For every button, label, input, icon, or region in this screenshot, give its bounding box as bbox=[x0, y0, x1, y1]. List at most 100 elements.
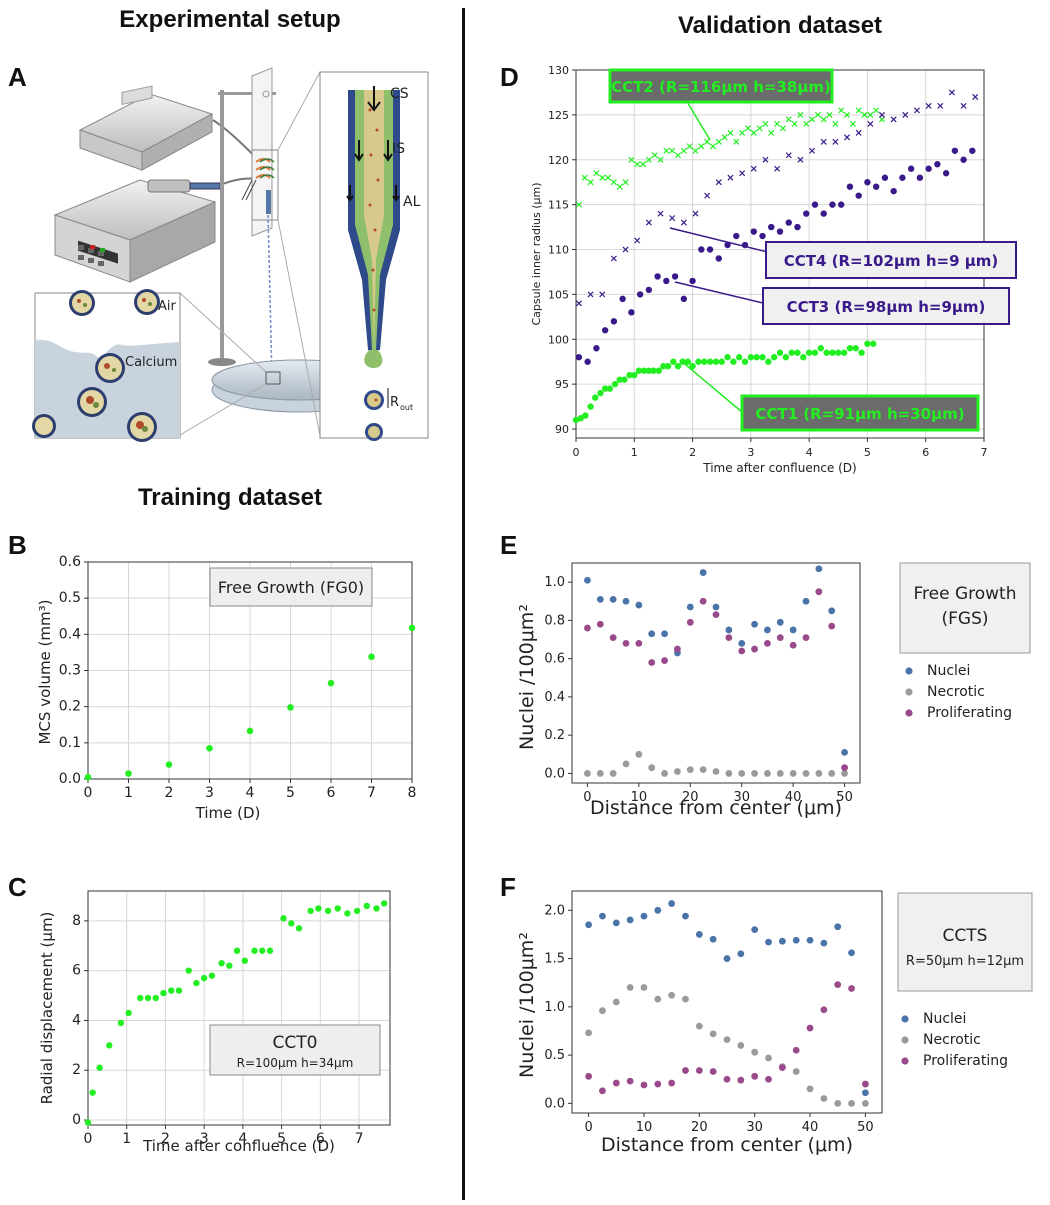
data-point-necrotic bbox=[861, 1099, 869, 1107]
x-tick-label: 30 bbox=[733, 790, 750, 805]
data-point-cct1-r-91-m-h-30-m- bbox=[626, 371, 633, 379]
data-point-proliferating bbox=[802, 634, 810, 642]
data-point-series bbox=[287, 704, 294, 711]
data-point-necrotic bbox=[712, 768, 720, 775]
data-point-nuclei bbox=[584, 576, 591, 584]
data-point-cct1-r-91-m-h-30-m- bbox=[765, 358, 772, 365]
pump-upper-icon bbox=[78, 85, 214, 171]
cs-label: CS bbox=[390, 86, 409, 102]
data-point-cct3-r-98-m-h-9-m- bbox=[671, 273, 679, 280]
data-point-cct4-r-102-m-h-9-m- bbox=[704, 192, 711, 199]
y-axis-label: Nuclei /100μm² bbox=[516, 604, 538, 750]
data-point-cct1-r-91-m-h-30-m- bbox=[736, 354, 743, 361]
x-ticks: 0 1 2 3 4 5 6 7 bbox=[573, 438, 988, 459]
data-point-cct3-r-98-m-h-9-m- bbox=[960, 156, 967, 163]
data-point-cct2-r-116-m-h-38-m- bbox=[605, 174, 612, 181]
data-point-series bbox=[344, 910, 351, 917]
x-tick-label: 10 bbox=[631, 790, 648, 805]
y-tick-label: 0.2 bbox=[544, 728, 565, 743]
data-point-series bbox=[152, 994, 159, 1002]
data-point-necrotic bbox=[654, 995, 662, 1003]
y-tick-label: 1.0 bbox=[544, 1000, 565, 1015]
data-point-cct1-r-91-m-h-30-m- bbox=[577, 415, 584, 422]
data-point-proliferating bbox=[585, 1072, 593, 1080]
data-point-nuclei bbox=[751, 620, 758, 628]
y-tick-label: 4 bbox=[72, 1012, 81, 1028]
data-point-series bbox=[288, 920, 295, 927]
y-tick-label: 0.1 bbox=[59, 735, 81, 751]
data-point-nuclei bbox=[612, 919, 620, 927]
data-point-cct2-r-116-m-h-38-m- bbox=[756, 125, 763, 132]
setup-title: Experimental setup bbox=[119, 6, 341, 33]
data-point-cct1-r-91-m-h-30-m- bbox=[770, 354, 778, 361]
data-point-cct2-r-116-m-h-38-m- bbox=[692, 147, 699, 154]
data-point-cct1-r-91-m-h-30-m- bbox=[640, 367, 648, 374]
x-tick-label: 3 bbox=[200, 1131, 209, 1147]
data-point-cct3-r-98-m-h-9-m- bbox=[864, 178, 871, 186]
cct1-label: CCT1 (R=91μm h=30μm) bbox=[755, 405, 964, 423]
x-tick-label: 20 bbox=[691, 1120, 708, 1135]
x-tick-label: 6 bbox=[327, 785, 336, 801]
data-point-cct3-r-98-m-h-9-m- bbox=[715, 255, 722, 262]
data-point-cct3-r-98-m-h-9-m- bbox=[969, 147, 976, 154]
data-point-cct4-r-102-m-h-9-m- bbox=[785, 152, 792, 159]
legend-marker-proliferating bbox=[901, 1057, 909, 1065]
data-point-necrotic bbox=[792, 1068, 800, 1075]
data-point-cct4-r-102-m-h-9-m- bbox=[972, 93, 979, 100]
data-point-cct2-r-116-m-h-38-m- bbox=[849, 120, 856, 127]
legend-label-nuclei: Nuclei bbox=[927, 663, 970, 679]
data-point-necrotic bbox=[841, 770, 848, 777]
data-point-proliferating bbox=[815, 588, 823, 596]
data-point-proliferating bbox=[725, 634, 733, 642]
x-tick-label: 1 bbox=[631, 446, 638, 459]
data-point-cct2-r-116-m-h-38-m- bbox=[785, 116, 792, 123]
data-point-cct4-r-102-m-h-9-m- bbox=[774, 165, 781, 172]
data-point-necrotic bbox=[820, 1095, 828, 1102]
y-tick-label: 0.5 bbox=[59, 590, 81, 606]
data-point-series bbox=[84, 1119, 92, 1126]
data-point-nuclei bbox=[723, 955, 731, 962]
y-tick-label: 0.2 bbox=[59, 699, 81, 715]
validation-title: Validation dataset bbox=[677, 12, 883, 39]
x-axis-label: Time after confluence (D) bbox=[702, 461, 856, 475]
data-point-cct4-r-102-m-h-9-m- bbox=[832, 138, 839, 145]
x-tick-label: 4 bbox=[238, 1131, 247, 1147]
y-tick-label: 115 bbox=[548, 199, 569, 212]
data-point-cct2-r-116-m-h-38-m- bbox=[844, 111, 851, 118]
data-point-cct2-r-116-m-h-38-m- bbox=[750, 129, 757, 136]
rout-label: R bbox=[390, 395, 399, 410]
data-point-cct2-r-116-m-h-38-m- bbox=[768, 129, 775, 136]
data-point-cct2-r-116-m-h-38-m- bbox=[640, 161, 647, 168]
data-point-cct4-r-102-m-h-9-m- bbox=[575, 300, 582, 307]
data-point-necrotic bbox=[834, 1099, 842, 1107]
data-point-necrotic bbox=[585, 1029, 593, 1037]
data-point-cct1-r-91-m-h-30-m- bbox=[858, 349, 865, 356]
data-point-proliferating bbox=[686, 618, 694, 626]
data-point-cct2-r-116-m-h-38-m- bbox=[873, 107, 880, 114]
y-tick-label: 2 bbox=[72, 1062, 81, 1078]
data-point-cct2-r-116-m-h-38-m- bbox=[704, 138, 711, 145]
data-point-series bbox=[168, 987, 175, 994]
y-tick-label: 0.4 bbox=[544, 690, 565, 705]
data-point-necrotic bbox=[695, 1022, 703, 1030]
data-point-proliferating bbox=[668, 1079, 676, 1087]
data-point-necrotic bbox=[668, 991, 676, 999]
data-point-proliferating bbox=[626, 1077, 634, 1085]
data-point-cct2-r-116-m-h-38-m- bbox=[832, 120, 839, 127]
data-point-cct3-r-98-m-h-9-m- bbox=[855, 192, 862, 199]
pump-lower-icon bbox=[53, 179, 221, 283]
data-point-necrotic bbox=[635, 750, 643, 758]
data-point-series bbox=[334, 905, 341, 912]
data-point-proliferating bbox=[764, 639, 771, 647]
data-point-proliferating bbox=[674, 645, 681, 653]
x-axis-label: Time (D) bbox=[195, 804, 261, 822]
data-point-cct3-r-98-m-h-9-m- bbox=[698, 246, 705, 253]
annotation-text: Free Growth (FG0) bbox=[218, 578, 364, 597]
data-point-proliferating bbox=[635, 639, 643, 647]
data-point-nuclei bbox=[828, 607, 836, 615]
data-point-proliferating bbox=[848, 985, 855, 992]
data-point-cct2-r-116-m-h-38-m- bbox=[657, 156, 664, 163]
data-point-cct4-r-102-m-h-9-m- bbox=[587, 291, 594, 298]
y-axis-label: Capsule inner radius (μm) bbox=[530, 182, 543, 325]
data-point-cct4-r-102-m-h-9-m- bbox=[634, 237, 641, 244]
